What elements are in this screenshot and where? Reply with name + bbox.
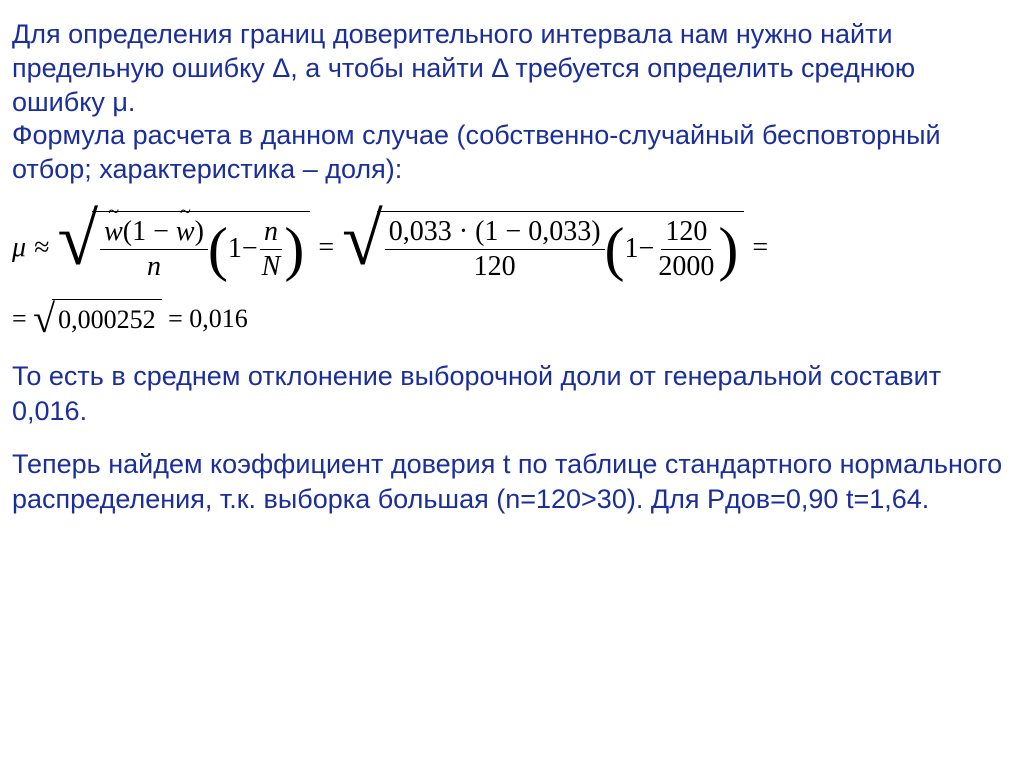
n-var: n	[143, 250, 165, 281]
equals: =	[318, 232, 334, 264]
paren-open: (	[605, 222, 625, 276]
formula-block: μ ≈ √ w(1 − w) n ( 1 − n N	[12, 211, 1012, 339]
w-tilde: w	[176, 216, 195, 247]
radicand-2: 0,033 · (1 − 0,033) 120 ( 1 − 120 2000 )	[377, 211, 745, 285]
paren-close: )	[718, 222, 738, 276]
formula-result-line: = √ 0,000252 = 0,016	[12, 299, 248, 339]
radical-icon: √	[57, 209, 98, 283]
equals: =	[168, 304, 183, 334]
fraction-num1: 0,033 · (1 − 0,033) 120	[385, 218, 605, 281]
approx-symbol: ≈	[34, 232, 49, 264]
paragraph-4: Теперь найдем коэффициент доверия t по т…	[12, 447, 1012, 517]
result-value: 0,016	[189, 304, 248, 334]
radicand-1: w(1 − w) n ( 1 − n N )	[92, 211, 310, 285]
text-line: Формула расчета в данном случае (собстве…	[12, 120, 941, 184]
equals: =	[752, 232, 768, 264]
text-line: Для определения границ доверительного ин…	[12, 19, 915, 117]
sqrt-2: √ 0,033 · (1 − 0,033) 120 ( 1 − 120 2000	[342, 211, 744, 285]
paragraph-3: То есть в среднем отклонение выборочной …	[12, 359, 1012, 429]
text-line: Теперь найдем коэффициент доверия t по т…	[12, 449, 1002, 514]
mu-symbol: μ	[12, 232, 26, 264]
w-tilde: w	[104, 216, 123, 247]
sqrt-1: √ w(1 − w) n ( 1 − n N )	[57, 211, 310, 285]
paren-open: (	[208, 222, 228, 276]
paren-close: )	[284, 222, 304, 276]
equals: =	[12, 304, 27, 334]
fraction-nN: n N	[258, 218, 285, 281]
fraction-num2: 120 2000	[654, 218, 718, 281]
sqrt-3: √ 0,000252	[33, 299, 161, 339]
text-line: То есть в среднем отклонение выборочной …	[12, 361, 941, 426]
radicand-3: 0,000252	[52, 299, 162, 339]
radical-icon: √	[342, 209, 383, 283]
fraction-w: w(1 − w) n	[100, 218, 208, 281]
formula-main-line: μ ≈ √ w(1 − w) n ( 1 − n N	[12, 211, 768, 285]
paragraph-1: Для определения границ доверительного ин…	[12, 18, 1012, 187]
